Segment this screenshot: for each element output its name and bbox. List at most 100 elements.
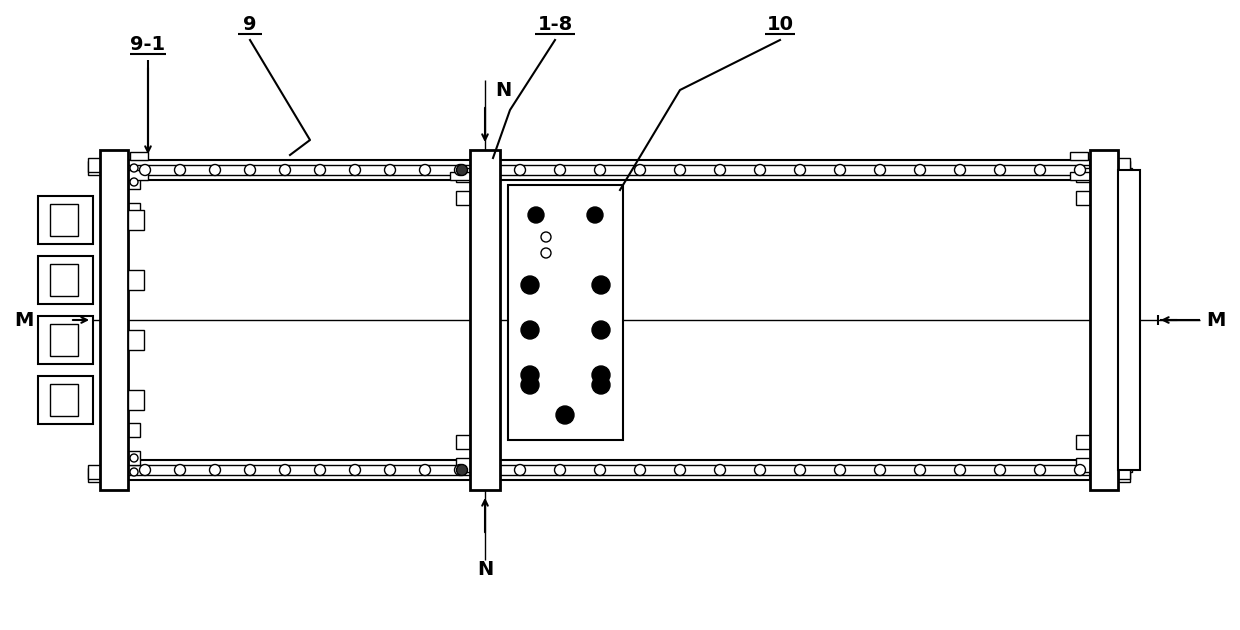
Bar (130, 152, 148, 160)
Bar (1076, 191, 1090, 205)
Bar (38, 196, 93, 244)
Circle shape (1034, 164, 1045, 176)
Bar (1090, 150, 1118, 490)
Circle shape (419, 164, 430, 176)
Circle shape (915, 164, 925, 176)
Circle shape (587, 207, 603, 223)
Circle shape (556, 406, 574, 424)
Bar (50, 204, 78, 236)
Circle shape (594, 464, 605, 476)
Circle shape (754, 164, 765, 176)
Circle shape (915, 464, 925, 476)
Circle shape (714, 464, 725, 476)
Bar (1076, 435, 1090, 449)
Circle shape (315, 464, 325, 476)
Circle shape (130, 468, 138, 476)
Circle shape (130, 178, 138, 186)
Circle shape (315, 164, 325, 176)
Text: N: N (495, 81, 511, 100)
Circle shape (541, 232, 551, 242)
Bar (128, 175, 140, 189)
Text: 10: 10 (766, 15, 794, 34)
Bar (456, 191, 470, 205)
Bar (1116, 465, 1130, 479)
Bar (128, 423, 140, 437)
Circle shape (635, 164, 646, 176)
Circle shape (521, 276, 539, 294)
Circle shape (279, 464, 290, 476)
Bar (1116, 161, 1130, 175)
Circle shape (554, 464, 565, 476)
Circle shape (456, 164, 467, 176)
Text: 9: 9 (243, 15, 257, 34)
Circle shape (754, 464, 765, 476)
Bar (128, 451, 140, 465)
Circle shape (384, 164, 396, 176)
Bar (1076, 168, 1090, 182)
Circle shape (455, 164, 465, 176)
Bar (88, 161, 102, 175)
Circle shape (521, 366, 539, 384)
Bar (470, 150, 500, 490)
Circle shape (1034, 464, 1045, 476)
Bar (38, 316, 93, 364)
Circle shape (455, 464, 465, 476)
Bar (456, 435, 470, 449)
Circle shape (210, 464, 221, 476)
Bar (456, 168, 470, 182)
Bar (128, 390, 144, 410)
Bar (50, 384, 78, 416)
Circle shape (130, 164, 138, 172)
Circle shape (594, 164, 605, 176)
Text: 9-1: 9-1 (130, 35, 166, 54)
Bar (126, 170, 148, 180)
Circle shape (384, 464, 396, 476)
Text: 1-8: 1-8 (537, 15, 573, 34)
Circle shape (955, 164, 966, 176)
Circle shape (591, 376, 610, 394)
Circle shape (554, 164, 565, 176)
Circle shape (244, 164, 255, 176)
Bar (1118, 435, 1132, 449)
Circle shape (874, 464, 885, 476)
Circle shape (795, 464, 806, 476)
Bar (128, 210, 144, 230)
Bar (450, 172, 470, 180)
Circle shape (795, 164, 806, 176)
Bar (128, 203, 140, 217)
Circle shape (515, 464, 526, 476)
Circle shape (515, 164, 526, 176)
Circle shape (130, 454, 138, 462)
Bar (128, 460, 1090, 480)
Bar (128, 330, 144, 350)
Circle shape (244, 464, 255, 476)
Text: N: N (477, 560, 494, 579)
Circle shape (994, 464, 1006, 476)
Circle shape (521, 376, 539, 394)
Circle shape (994, 164, 1006, 176)
Circle shape (521, 321, 539, 339)
Bar (128, 160, 1090, 180)
Text: M: M (15, 311, 33, 329)
Circle shape (456, 464, 467, 476)
Circle shape (591, 276, 610, 294)
Circle shape (350, 464, 361, 476)
Bar (1118, 191, 1132, 205)
Circle shape (541, 248, 551, 258)
Circle shape (419, 464, 430, 476)
Circle shape (350, 164, 361, 176)
Bar (128, 270, 144, 290)
Circle shape (1075, 164, 1085, 176)
Circle shape (591, 366, 610, 384)
Circle shape (528, 207, 544, 223)
Bar (100, 150, 128, 490)
Bar (50, 264, 78, 296)
Bar (456, 458, 470, 472)
Circle shape (955, 464, 966, 476)
Bar (50, 324, 78, 356)
Bar (508, 185, 622, 440)
Bar (88, 468, 102, 482)
Bar (1118, 168, 1132, 182)
Circle shape (210, 164, 221, 176)
Bar (1116, 468, 1130, 482)
